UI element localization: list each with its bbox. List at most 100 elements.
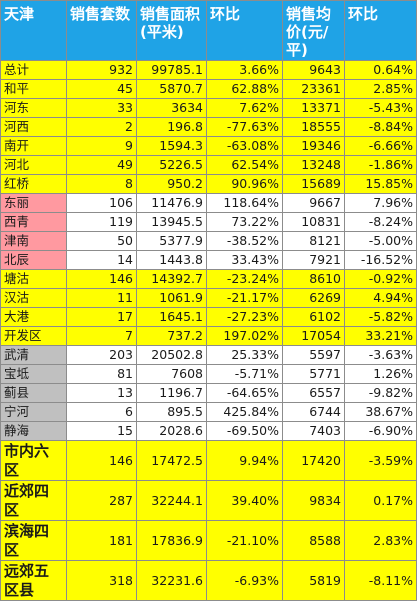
district-name: 汉沽 [0,288,67,308]
sales-area: 1061.9 [136,288,207,308]
district-name: 北辰 [0,250,67,270]
sales-area: 1443.8 [136,250,207,270]
area-change: 62.54% [206,155,283,175]
price-change: -5.00% [344,231,417,251]
price-change: -6.66% [344,136,417,156]
avg-price: 9834 [282,480,345,521]
table-row: 开发区 7 737.2 197.02% 17054 33.21% [0,326,417,346]
area-change: -69.50% [206,421,283,441]
sales-count: 287 [66,480,137,521]
district-name: 远郊五区县 [0,560,67,601]
avg-price: 5819 [282,560,345,601]
table-row: 北辰 14 1443.8 33.43% 7921 -16.52% [0,250,417,270]
table-row: 津南 50 5377.9 -38.52% 8121 -5.00% [0,231,417,251]
district-name: 开发区 [0,326,67,346]
avg-price: 9643 [282,60,345,80]
area-change: -64.65% [206,383,283,403]
sales-area: 737.2 [136,326,207,346]
price-change: -8.24% [344,212,417,232]
sales-area: 950.2 [136,174,207,194]
table-row: 宝坻 81 7608 -5.71% 5771 1.26% [0,364,417,384]
avg-price: 18555 [282,117,345,137]
header-sets: 销售套数 [66,0,137,61]
district-name: 近郊四区 [0,480,67,521]
sales-area: 895.5 [136,402,207,422]
sales-area: 3634 [136,98,207,118]
price-change: -3.63% [344,345,417,365]
area-change: 9.94% [206,440,283,481]
avg-price: 7921 [282,250,345,270]
sales-count: 6 [66,402,137,422]
sales-area: 196.8 [136,117,207,137]
avg-price: 13248 [282,155,345,175]
area-change: 7.62% [206,98,283,118]
price-change: 0.64% [344,60,417,80]
area-change: 62.88% [206,79,283,99]
table-row: 河西 2 196.8 -77.63% 18555 -8.84% [0,117,417,137]
district-name: 塘沽 [0,269,67,289]
price-change: -8.11% [344,560,417,601]
header-row: 天津 销售套数 销售面积(平米) 环比 销售均价(元/平) 环比 [0,0,417,61]
table-row: 武清 203 20502.8 25.33% 5597 -3.63% [0,345,417,365]
district-name: 河西 [0,117,67,137]
sales-count: 13 [66,383,137,403]
sales-count: 146 [66,269,137,289]
price-change: -1.86% [344,155,417,175]
price-change: 4.94% [344,288,417,308]
sales-count: 932 [66,60,137,80]
district-name: 河北 [0,155,67,175]
avg-price: 8121 [282,231,345,251]
avg-price: 5597 [282,345,345,365]
avg-price: 6557 [282,383,345,403]
sales-area: 5870.7 [136,79,207,99]
district-name: 东丽 [0,193,67,213]
sales-area: 1594.3 [136,136,207,156]
sales-count: 181 [66,520,137,561]
area-change: 25.33% [206,345,283,365]
header-price-change: 环比 [344,0,417,61]
area-change: 73.22% [206,212,283,232]
table-row: 蓟县 13 1196.7 -64.65% 6557 -9.82% [0,383,417,403]
area-change: -77.63% [206,117,283,137]
sales-count: 15 [66,421,137,441]
sales-count: 106 [66,193,137,213]
avg-price: 13371 [282,98,345,118]
sales-area: 5226.5 [136,155,207,175]
price-change: -9.82% [344,383,417,403]
price-change: 33.21% [344,326,417,346]
area-change: -6.93% [206,560,283,601]
price-change: 38.67% [344,402,417,422]
price-change: -0.92% [344,269,417,289]
sales-count: 203 [66,345,137,365]
table-row: 滨海四区 181 17836.9 -21.10% 8588 2.83% [0,520,417,561]
sales-area: 17472.5 [136,440,207,481]
district-name: 红桥 [0,174,67,194]
avg-price: 5771 [282,364,345,384]
price-change: 2.83% [344,520,417,561]
header-area: 销售面积(平米) [136,0,207,61]
district-name: 蓟县 [0,383,67,403]
header-price: 销售均价(元/平) [282,0,345,61]
area-change: 425.84% [206,402,283,422]
district-name: 市内六区 [0,440,67,481]
avg-price: 6102 [282,307,345,327]
table-row: 和平 45 5870.7 62.88% 23361 2.85% [0,79,417,99]
sales-area: 20502.8 [136,345,207,365]
price-change: 7.96% [344,193,417,213]
avg-price: 9667 [282,193,345,213]
district-name: 津南 [0,231,67,251]
district-name: 武清 [0,345,67,365]
sales-count: 146 [66,440,137,481]
table-row: 近郊四区 287 32244.1 39.40% 9834 0.17% [0,480,417,521]
area-change: -38.52% [206,231,283,251]
table-row: 东丽 106 11476.9 118.64% 9667 7.96% [0,193,417,213]
sales-count: 14 [66,250,137,270]
table-row: 汉沽 11 1061.9 -21.17% 6269 4.94% [0,288,417,308]
sales-count: 11 [66,288,137,308]
table-row: 总计 932 99785.1 3.66% 9643 0.64% [0,60,417,80]
sales-area: 1645.1 [136,307,207,327]
table-row: 河北 49 5226.5 62.54% 13248 -1.86% [0,155,417,175]
district-name: 静海 [0,421,67,441]
sales-area: 17836.9 [136,520,207,561]
price-change: 2.85% [344,79,417,99]
